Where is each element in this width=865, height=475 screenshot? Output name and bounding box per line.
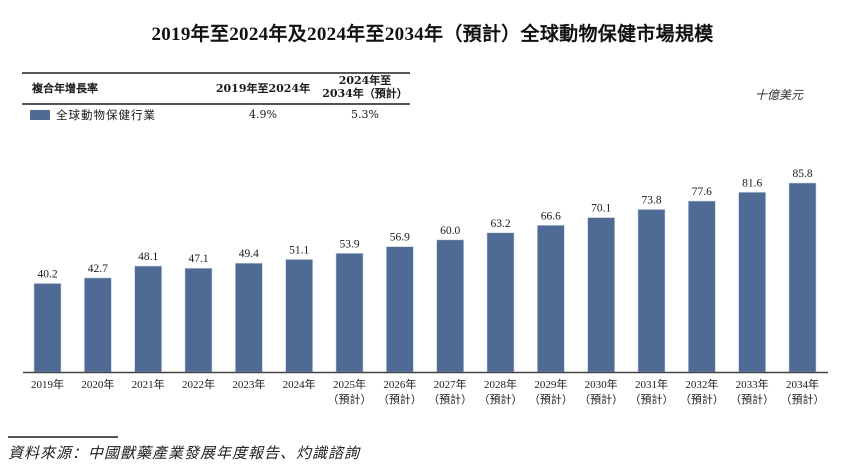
data-label: 85.8: [792, 168, 812, 180]
data-label: 40.2: [37, 268, 57, 280]
x-tick-note: （預計）: [428, 392, 472, 406]
data-label: 48.1: [138, 251, 158, 263]
x-tick-note: （預計）: [328, 392, 372, 406]
bar-2019年: [33, 283, 62, 373]
x-tick-note: （預計）: [579, 392, 623, 406]
bar-2025年: [335, 252, 364, 373]
bar-2029年: [537, 224, 565, 373]
x-tick-note: （預計）: [378, 392, 422, 406]
cagr-header-label: 複合年增長率: [32, 82, 98, 95]
x-tick-label: 2021年: [132, 377, 165, 391]
data-label: 70.1: [591, 203, 611, 215]
data-label: 77.6: [692, 186, 712, 198]
bar-2022年: [184, 267, 213, 373]
bar-2032年: [688, 200, 716, 373]
x-tick-note: （預計）: [680, 392, 724, 406]
source-note: 資料來源：中國獸藥產業發展年度報告、灼識諮詢: [8, 444, 361, 462]
x-tick-label: 2025年: [333, 377, 366, 391]
cagr-col2-header-line1: 2024年至: [338, 74, 392, 87]
bar-2034年: [788, 182, 817, 373]
legend-swatch: [30, 110, 50, 120]
x-tick-note: （預計）: [730, 392, 774, 406]
legend-label: 全球動物保健行業: [56, 108, 156, 122]
bar-2031年: [637, 209, 666, 373]
bar-2028年: [486, 232, 515, 373]
cagr-col2-header-line2: 2034年（預計）: [322, 87, 408, 100]
x-tick-note: （預計）: [529, 392, 573, 406]
x-tick-label: 2033年: [736, 377, 769, 391]
bar-chart: 40.2 2019年 42.7 2020年 48.1 2021年 47.1 2022年 49.4…: [23, 168, 828, 406]
x-tick-label: 2022年: [182, 377, 215, 391]
data-label: 47.1: [188, 253, 208, 265]
data-label: 53.9: [339, 238, 359, 250]
unit-label: 十億美元: [755, 88, 804, 102]
cagr-col1-header: 2019年至2024年: [215, 82, 311, 95]
x-tick-label: 2032年: [685, 377, 718, 391]
cagr-col2-header: 2024年至 2034年（預計）: [320, 74, 410, 100]
source-rule: [8, 436, 118, 438]
data-label: 73.8: [641, 194, 661, 206]
cagr-value-2024-2034: 5.3%: [351, 108, 379, 121]
x-tick-note: （預計）: [479, 392, 523, 406]
data-label: 51.1: [289, 244, 309, 256]
data-label: 60.0: [440, 225, 460, 237]
x-tick-label: 2034年: [786, 377, 819, 391]
x-tick-label: 2024年: [283, 377, 316, 391]
bar-2030年: [587, 217, 615, 373]
bar-2023年: [235, 262, 263, 373]
x-tick-label: 2020年: [81, 377, 114, 391]
bar-2027年: [436, 239, 464, 373]
bar-2033年: [738, 191, 766, 373]
chart-title: 2019年至2024年及2024年至2034年（預計）全球動物保健市場規模: [151, 24, 714, 45]
data-label: 56.9: [390, 232, 410, 244]
x-tick-label: 2029年: [534, 377, 567, 391]
x-tick-label: 2026年: [383, 377, 416, 391]
bar-2024年: [285, 259, 313, 373]
x-tick-label: 2030年: [585, 377, 618, 391]
x-tick-label: 2019年: [31, 377, 64, 391]
x-tick-label: 2027年: [434, 377, 467, 391]
bar-2020年: [84, 277, 112, 373]
x-tick-label: 2028年: [484, 377, 517, 391]
data-label: 81.6: [742, 177, 762, 189]
data-label: 42.7: [88, 263, 108, 275]
table-top-rule: [22, 72, 410, 74]
data-label: 66.6: [541, 210, 561, 222]
bar-2026年: [386, 246, 414, 373]
table-mid-rule: [22, 103, 410, 105]
x-tick-note: （預計）: [630, 392, 674, 406]
x-tick-label: 2023年: [232, 377, 265, 391]
x-tick-label: 2031年: [635, 377, 668, 391]
data-label: 63.2: [490, 218, 510, 230]
cagr-value-2019-2024: 4.9%: [249, 108, 277, 121]
bar-2021年: [134, 265, 162, 373]
x-tick-note: （預計）: [781, 392, 825, 406]
data-label: 49.4: [239, 248, 259, 260]
